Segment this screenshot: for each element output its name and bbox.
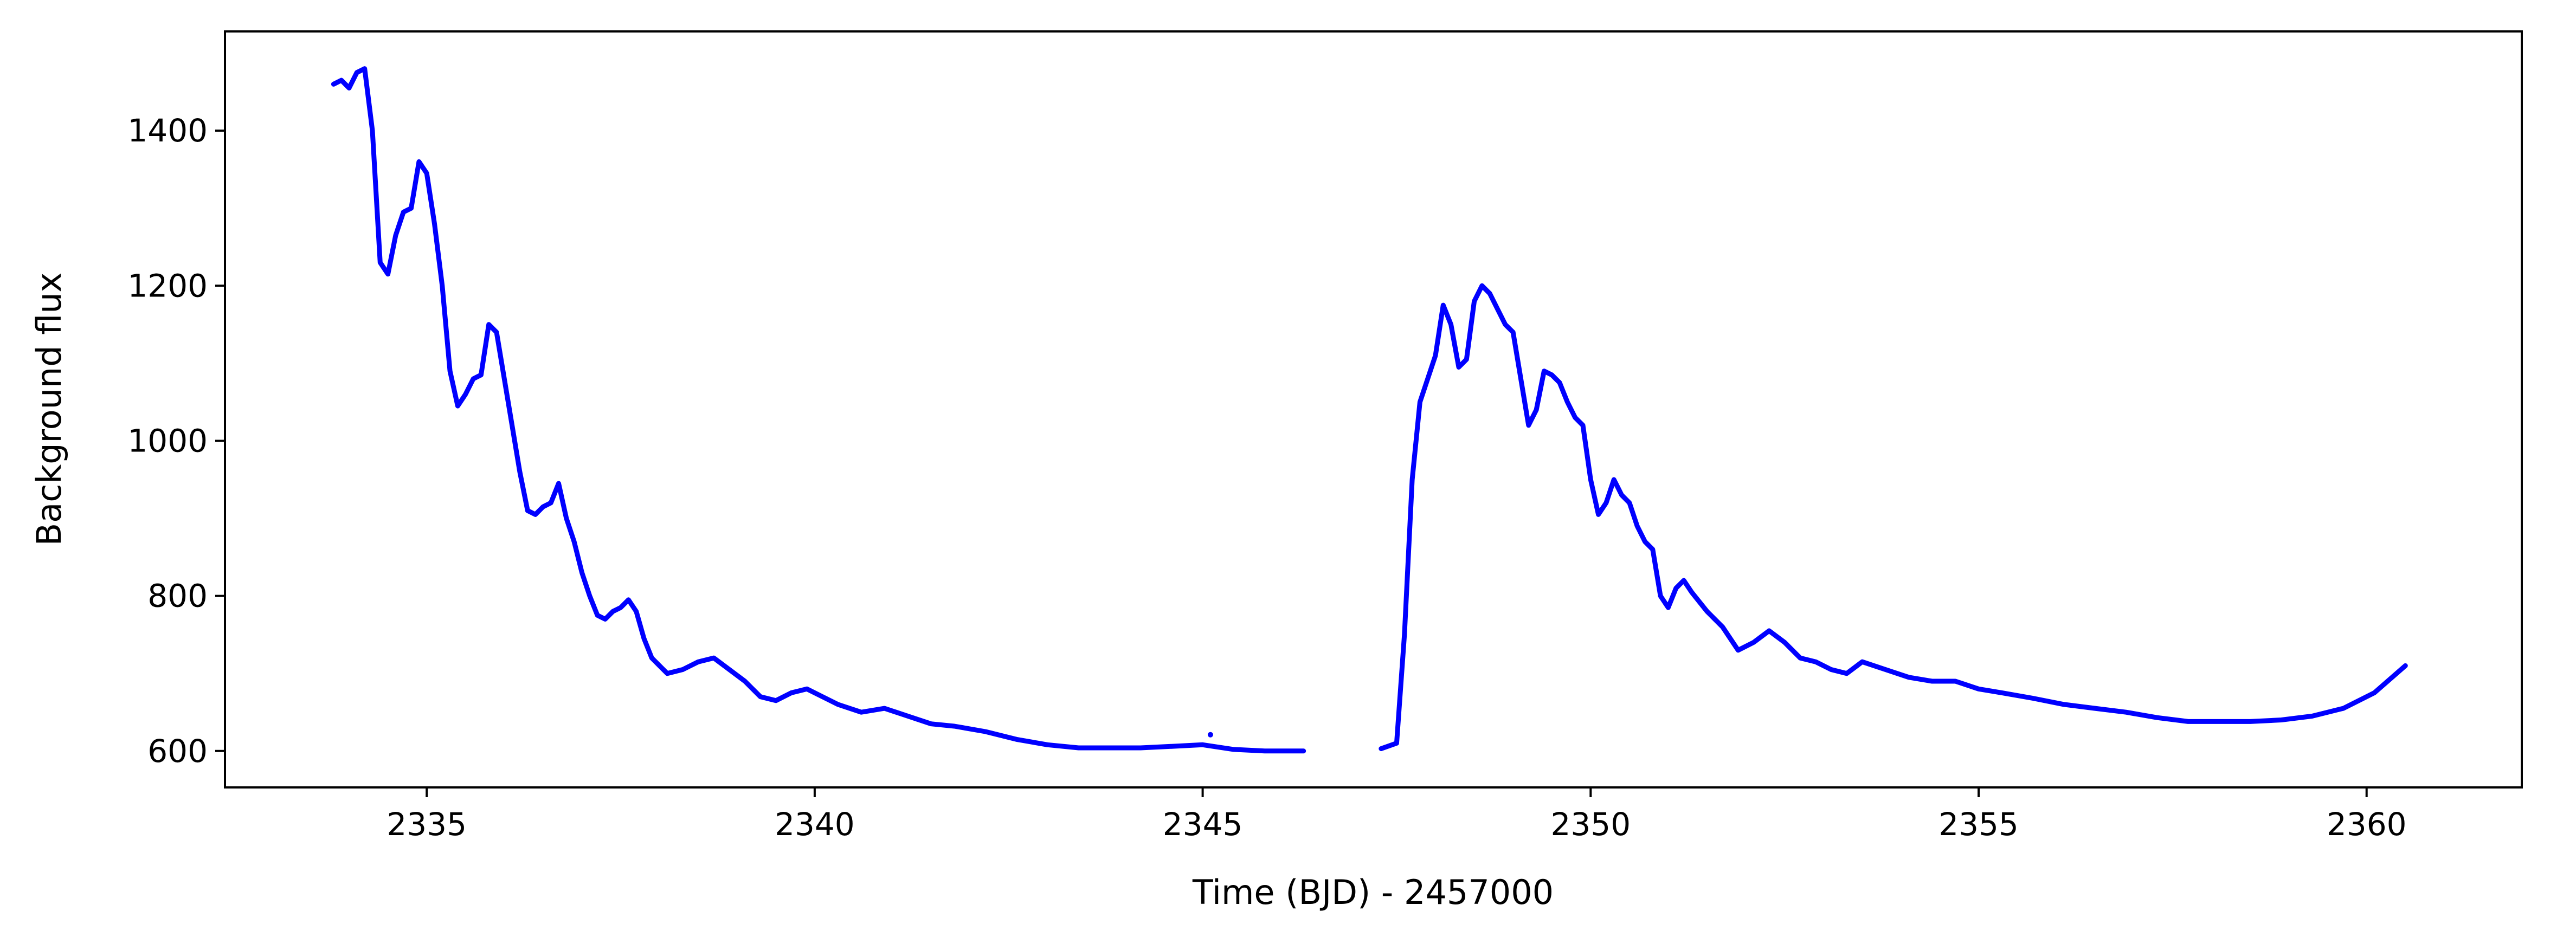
y-tick-label: 600 xyxy=(147,733,208,770)
x-tick-label: 2335 xyxy=(387,806,467,843)
data-layer xyxy=(331,66,2408,754)
y-tick-label: 1400 xyxy=(127,112,208,149)
y-axis-label: Background flux xyxy=(29,273,69,546)
series-1-points xyxy=(331,66,1306,754)
plot-frame xyxy=(224,30,2523,789)
y-tick-label: 800 xyxy=(147,578,208,615)
y-tick-label: 1000 xyxy=(127,422,208,459)
x-tick-label: 2340 xyxy=(775,806,855,843)
x-tick-label: 2350 xyxy=(1550,806,1631,843)
series-2-points xyxy=(1379,283,2408,751)
x-tick-label: 2355 xyxy=(1939,806,2019,843)
x-tick-label: 2345 xyxy=(1163,806,1243,843)
y-tick-label: 1200 xyxy=(127,267,208,304)
x-tick-label: 2360 xyxy=(2327,806,2407,843)
x-axis-label: Time (BJD) - 2457000 xyxy=(1192,873,1554,912)
x-axis: 2335 2340 2345 2350 2355 2360 xyxy=(387,787,2407,843)
outlier-point xyxy=(1207,732,1213,738)
y-axis: 600 800 1000 1200 1400 xyxy=(127,112,225,770)
